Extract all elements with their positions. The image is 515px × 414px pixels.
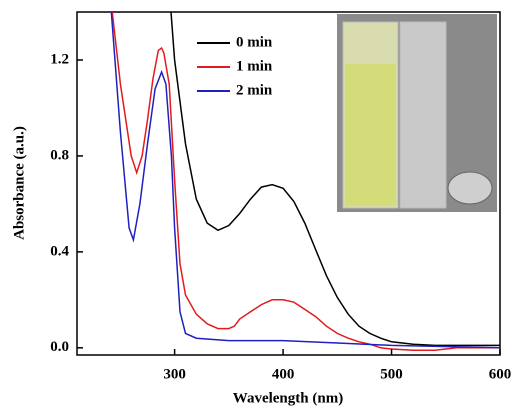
y-tick-label: 0.4 bbox=[50, 243, 69, 259]
inset-photo bbox=[337, 14, 497, 212]
y-tick-label: 0.0 bbox=[50, 339, 69, 355]
x-tick-label: 400 bbox=[272, 366, 295, 382]
x-tick-label: 500 bbox=[380, 366, 403, 382]
plot-frame bbox=[76, 11, 501, 356]
curves bbox=[110, 12, 500, 351]
series-line bbox=[111, 12, 500, 351]
y-tick-label: 1.2 bbox=[50, 51, 69, 67]
legend-label: 0 min bbox=[236, 34, 273, 50]
x-tick-label: 300 bbox=[163, 366, 186, 382]
y-tick-label: 0.8 bbox=[50, 147, 69, 163]
legend-label: 1 min bbox=[236, 58, 273, 74]
legend-label: 2 min bbox=[236, 82, 273, 98]
x-axis-label: Wavelength (nm) bbox=[233, 390, 343, 406]
series-line bbox=[110, 12, 500, 349]
y-axis-label: Absorbance (a.u.) bbox=[11, 126, 27, 240]
series-line bbox=[170, 12, 500, 347]
x-tick-label: 600 bbox=[489, 366, 512, 382]
